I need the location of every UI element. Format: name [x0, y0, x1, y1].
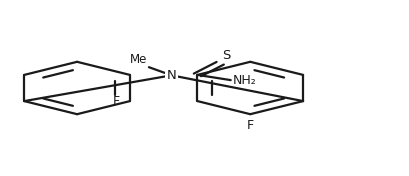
Text: N: N — [166, 69, 176, 82]
Text: S: S — [222, 49, 230, 62]
Text: NH₂: NH₂ — [232, 74, 256, 87]
Text: F: F — [112, 95, 120, 108]
Text: Me: Me — [129, 53, 146, 66]
Text: F: F — [246, 119, 253, 132]
